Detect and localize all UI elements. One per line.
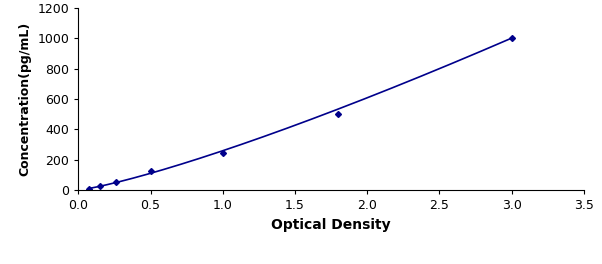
Y-axis label: Concentration(pg/mL): Concentration(pg/mL) bbox=[19, 22, 32, 176]
X-axis label: Optical Density: Optical Density bbox=[272, 218, 391, 232]
